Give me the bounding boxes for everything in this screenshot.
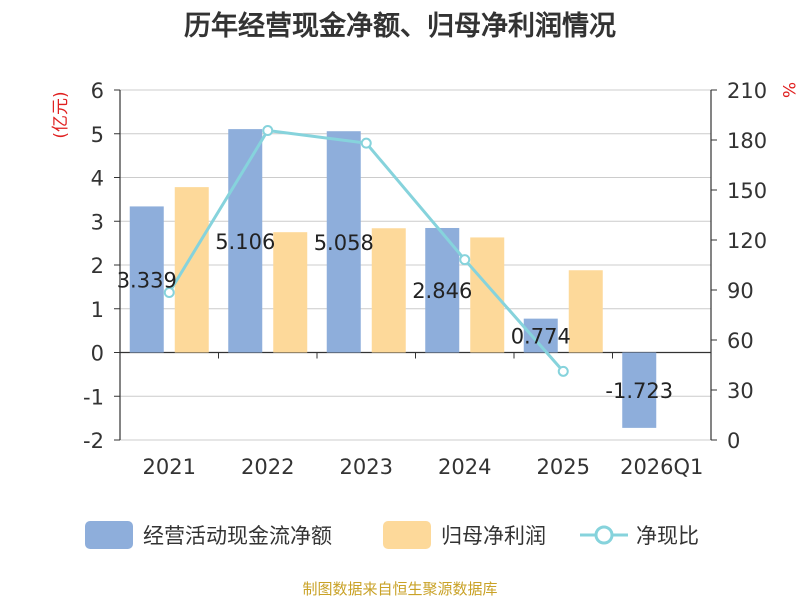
point-ratio [360,137,372,149]
y-left-tick-label: 1 [91,298,104,322]
data-label-cashflow: 5.058 [314,231,374,255]
bar-netprofit [273,232,308,353]
data-label-cashflow: 0.774 [511,325,571,349]
y-left-axis-label: (亿元) [51,91,71,138]
x-tick-label: 2024 [438,455,491,479]
legend-label-cashflow: 经营活动现金流净额 [143,524,332,548]
x-tick-label: 2021 [143,455,196,479]
y-right-tick-label: 150 [727,179,767,203]
bar-cashflow [622,352,657,428]
legend-item-netprofit[interactable]: 归母净利润 [383,519,546,551]
legend-item-ratio[interactable]: 净现比 [580,519,699,551]
data-label-cashflow: 2.846 [412,279,472,303]
source-note: 制图数据来自恒生聚源数据库 [302,580,498,598]
y-left-tick-label: 2 [91,254,104,278]
data-label-cashflow: 5.106 [215,230,275,254]
point-ratio [557,365,569,377]
legend-swatch-cashflow [85,521,133,549]
y-right-tick-label: 0 [727,429,740,453]
point-ratio [163,287,175,298]
bar-netprofit [568,270,603,353]
x-tick-label: 2023 [340,455,393,479]
bar-cashflow [129,206,164,353]
bar-netprofit [470,237,505,353]
y-left-tick-label: 5 [91,123,104,147]
x-tick-label: 2025 [537,455,590,479]
x-tick-label: 2022 [241,455,294,479]
data-label-cashflow: 3.339 [117,268,177,292]
y-left-tick-label: -1 [83,385,104,409]
y-right-axis-label: % [778,82,798,98]
legend-item-cashflow[interactable]: 经营活动现金流净额 [85,519,332,551]
chart-title: 历年经营现金净额、归母净利润情况 [184,11,616,42]
y-left-tick-label: 6 [91,79,104,103]
y-right-tick-label: 60 [727,329,754,353]
y-right-tick-label: 210 [727,79,767,103]
data-label-cashflow: -1.723 [605,379,673,403]
bar-netprofit [371,228,406,353]
y-left-tick-label: 0 [91,342,104,366]
y-right-tick-label: 90 [727,279,754,303]
point-ratio [262,125,274,136]
y-right-tick-label: 120 [727,229,767,253]
legend-label-netprofit: 归母净利润 [441,524,546,548]
y-left-tick-label: -2 [83,429,104,453]
y-right-tick-label: 30 [727,379,754,403]
y-left-tick-label: 4 [91,167,104,191]
bar-cashflow [326,131,361,353]
legend-swatch-ratio [580,525,628,545]
x-tick-label: 2026Q1 [620,455,703,479]
y-right-tick-label: 180 [727,129,767,153]
legend-swatch-netprofit [383,521,431,549]
point-ratio [459,254,471,266]
legend-label-ratio: 净现比 [636,524,699,548]
y-left-tick-label: 3 [91,210,104,234]
bar-netprofit [174,187,209,353]
